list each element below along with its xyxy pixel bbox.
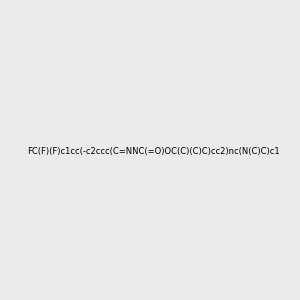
- Text: FC(F)(F)c1cc(-c2ccc(C=NNC(=O)OC(C)(C)C)cc2)nc(N(C)C)c1: FC(F)(F)c1cc(-c2ccc(C=NNC(=O)OC(C)(C)C)c…: [27, 147, 280, 156]
